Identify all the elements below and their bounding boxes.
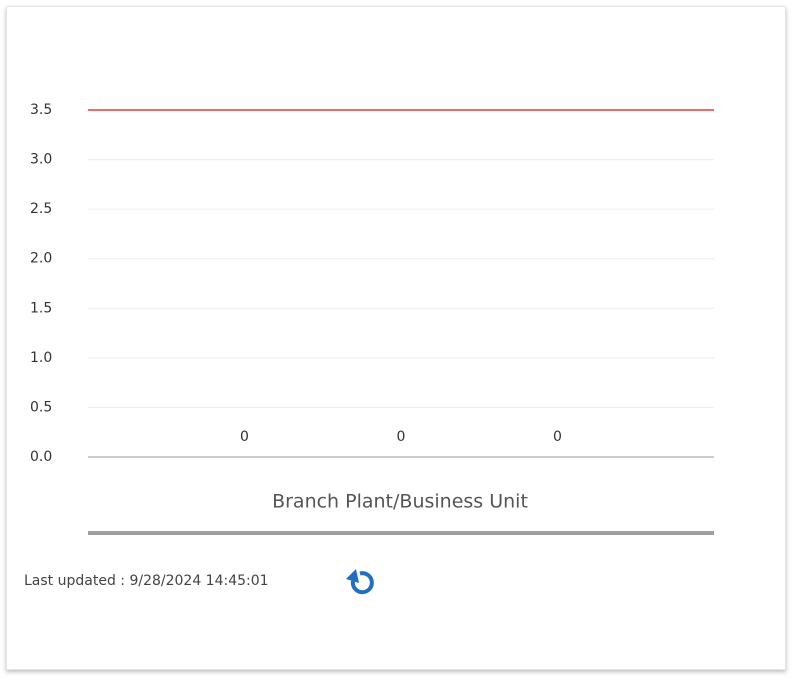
y-tick-label: 3.5 [30, 102, 52, 118]
data-label: 0 [240, 429, 249, 445]
refresh-button[interactable] [346, 569, 374, 595]
refresh-arc[interactable] [350, 571, 374, 595]
y-tick-label: 0.0 [30, 449, 52, 465]
y-tick-label: 1.0 [30, 350, 52, 366]
widget-card [6, 6, 786, 670]
y-tick-label: 0.5 [30, 399, 52, 415]
x-axis-title: Branch Plant/Business Unit [272, 491, 528, 513]
y-tick-label: 2.5 [30, 201, 52, 217]
data-label: 0 [553, 429, 562, 445]
y-tick-label: 3.0 [30, 152, 52, 168]
y-tick-label: 1.5 [30, 300, 52, 316]
data-label: 0 [397, 429, 406, 445]
scroll-bar[interactable] [88, 531, 714, 535]
refresh-arrow[interactable] [346, 569, 359, 583]
y-tick-label: 2.0 [30, 251, 52, 267]
last-updated: Last updated : 9/28/2024 14:45:01 [24, 573, 269, 589]
